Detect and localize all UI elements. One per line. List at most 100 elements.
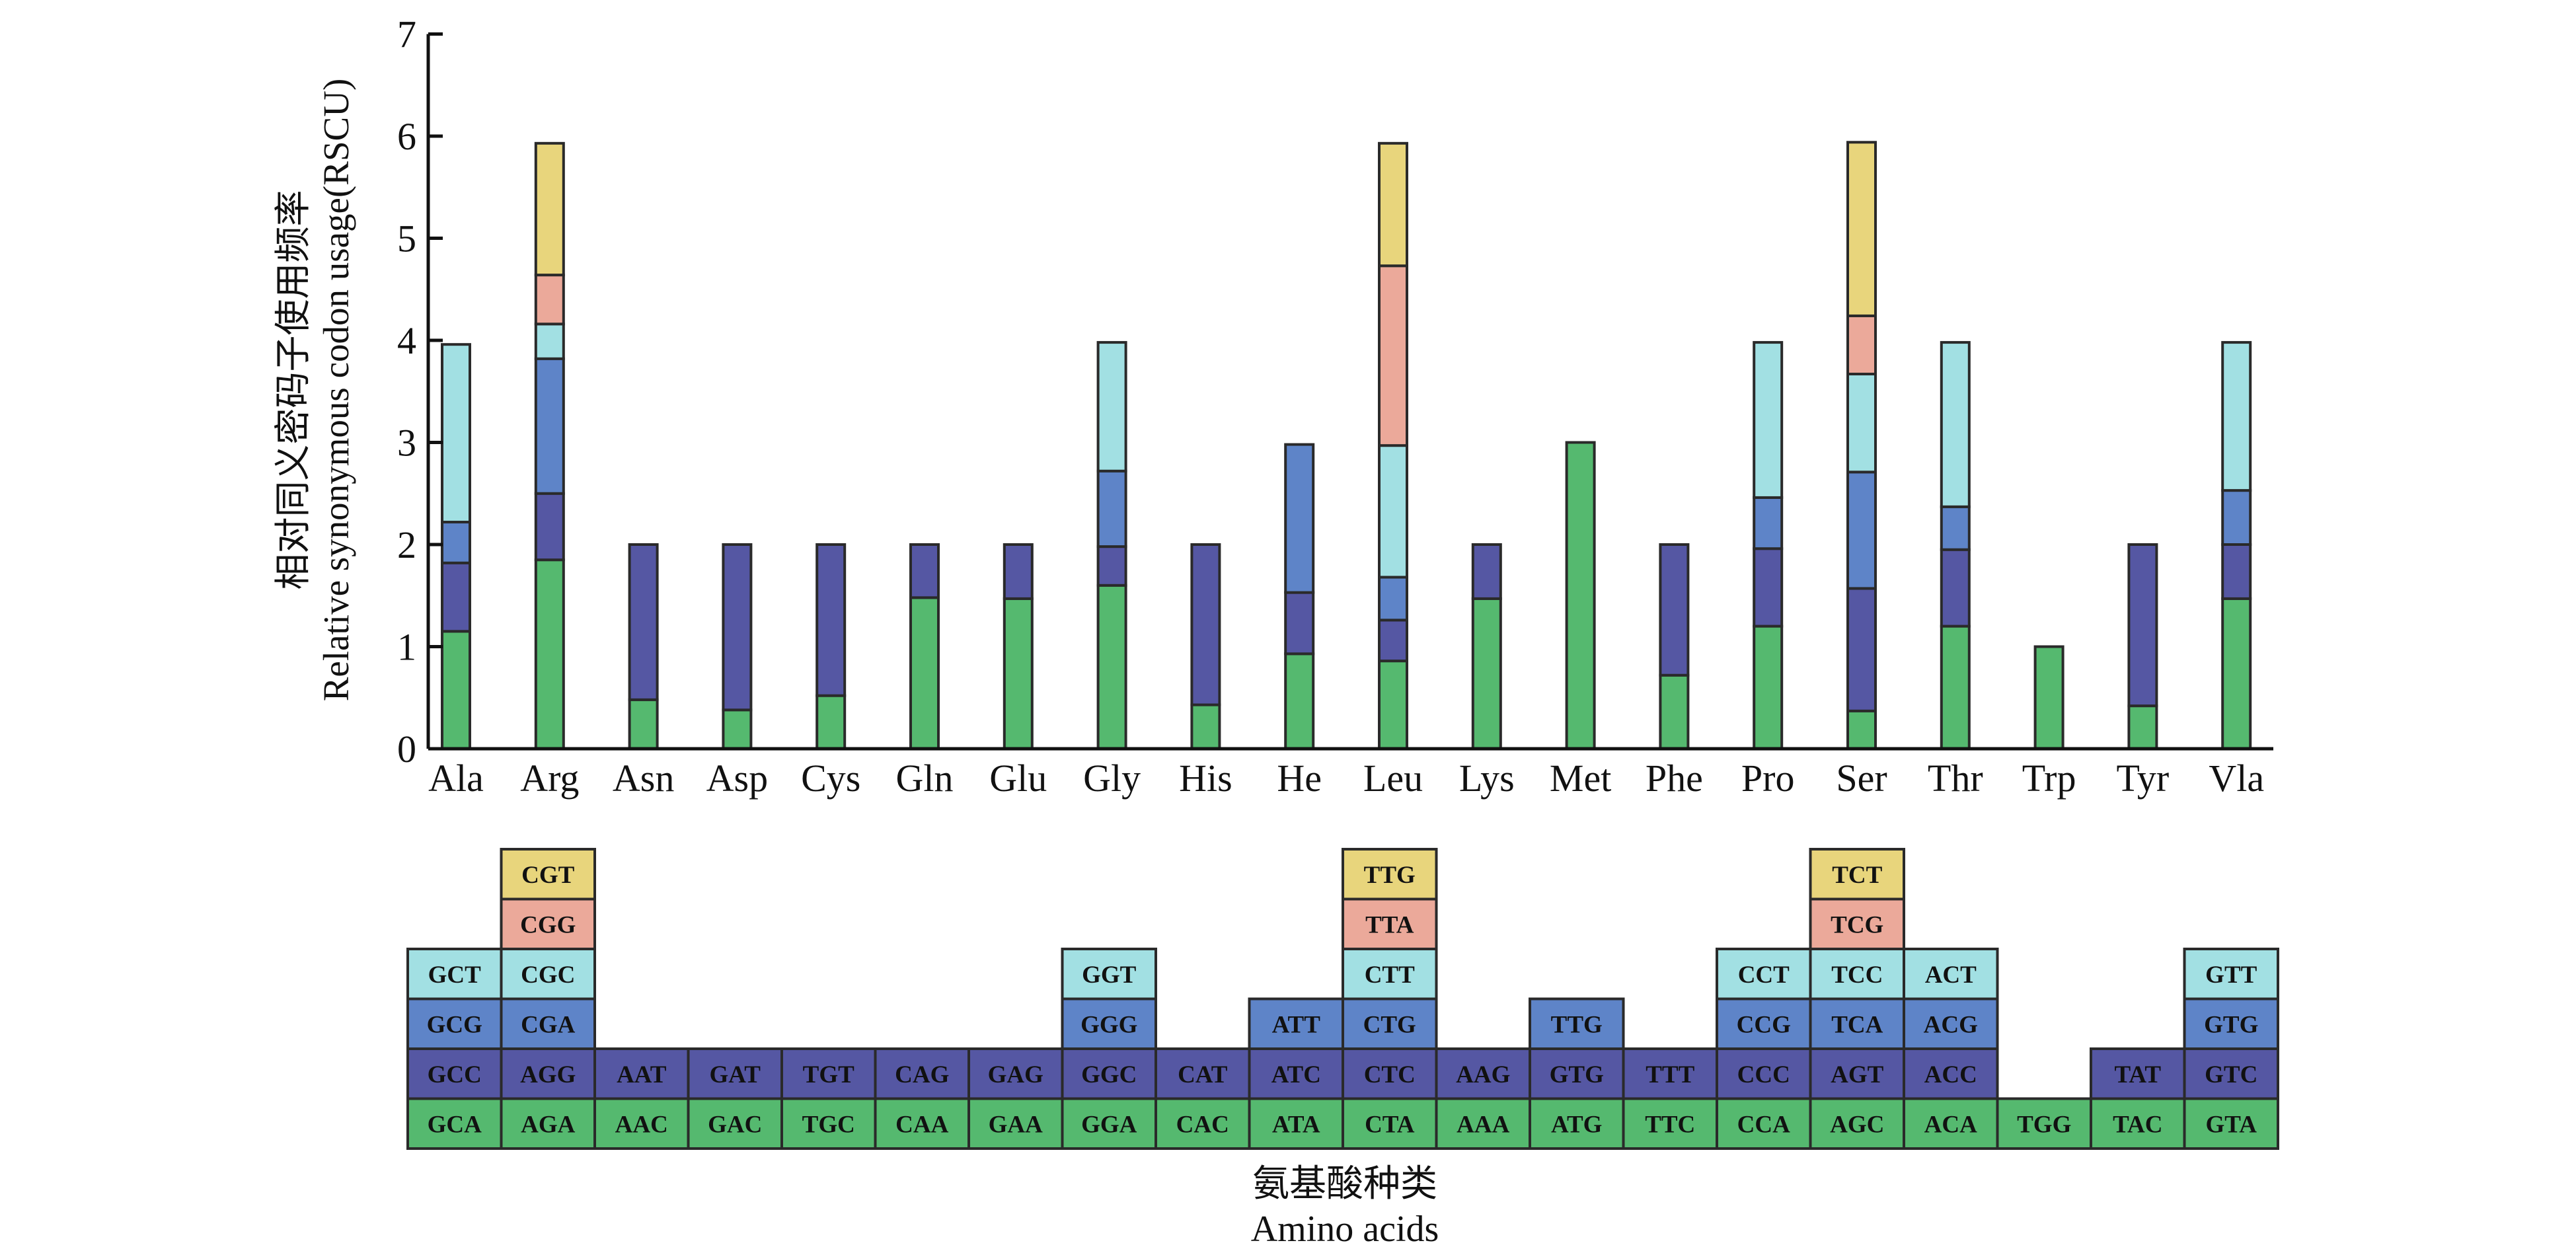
bar-segment [1003, 543, 1034, 600]
bar-segment [1753, 624, 1784, 750]
codon-label: CAC [1176, 1111, 1229, 1138]
codon-label: TCC [1831, 962, 1883, 989]
codon-cell [1435, 1047, 1531, 1100]
bar-segment [1846, 372, 1877, 474]
codon-label: GAG [988, 1061, 1043, 1088]
codon-cell [2183, 997, 2279, 1050]
codon-cell [500, 997, 596, 1050]
x-tick-label: Met [1550, 757, 1611, 800]
bar-segment [722, 543, 753, 712]
codon-cell [2183, 1047, 2279, 1100]
codon-cell [1061, 997, 1157, 1050]
chart-axes [426, 34, 2273, 751]
y-axis-title-chinese: 相对同义密码子使用频率 [273, 190, 313, 589]
codon-label: GGG [1080, 1011, 1137, 1038]
bar-segment [1846, 471, 1877, 590]
bar-segment [2221, 489, 2252, 546]
x-tick-label: Arg [520, 757, 579, 800]
codon-cell [780, 1047, 877, 1100]
y-tick-label: 2 [397, 523, 416, 566]
bar-segment [1659, 673, 1690, 751]
codon-cell [1155, 1047, 1251, 1100]
codon-label: CCC [1737, 1061, 1790, 1088]
codon-cell [500, 1047, 596, 1100]
bar-segment [722, 708, 753, 751]
codon-cell [1061, 948, 1157, 1001]
codon-cell [874, 1047, 970, 1100]
codon-label: GCA [428, 1111, 482, 1138]
bar-segment [534, 322, 565, 360]
codon-cell [1342, 997, 1438, 1050]
x-tick-label: Leu [1363, 757, 1423, 800]
codon-cell [500, 848, 596, 901]
codon-label: TCT [1832, 862, 1882, 889]
codon-label: GGT [1082, 962, 1137, 989]
bar-segment [909, 543, 940, 599]
x-axis-title-chinese: 氨基酸种类 [1252, 1164, 1437, 1205]
codon-label: CTC [1364, 1061, 1416, 1088]
codon-label: ACA [1924, 1111, 1977, 1138]
bar-segment [1378, 444, 1408, 579]
codon-label: AGA [521, 1111, 576, 1138]
codon-cell [593, 1097, 690, 1150]
bar-segment [1753, 341, 1784, 499]
y-tick-label: 3 [397, 422, 416, 465]
codon-label: GTC [2205, 1061, 2257, 1088]
bar-segment [815, 543, 847, 697]
codon-label: GGC [1081, 1061, 1137, 1088]
y-axis-title-english: Relative synonymous codon usage(RSCU) [316, 79, 356, 702]
bar-segment [2221, 597, 2252, 751]
bar-segment [1846, 709, 1877, 750]
bar-segment [1471, 543, 1502, 600]
bar-segment [909, 596, 940, 751]
x-tick-label: Asp [706, 757, 768, 800]
x-axis-title: 氨基酸种类 Amino acids [1251, 1164, 1439, 1249]
codon-label: ACT [1925, 962, 1977, 989]
codon-label: GTT [2205, 962, 2257, 989]
x-tick-label: Gln [896, 757, 954, 800]
bar-segment [1846, 314, 1877, 375]
x-tick-label: Ser [1836, 757, 1887, 800]
x-axis-tick-labels: Ala Arg Asn Asp Cys Gln Glu Gly His He Leu Lys Met Ph… [428, 757, 2264, 800]
codon-cell [1248, 1097, 1344, 1150]
codon-label: GGA [1081, 1111, 1137, 1138]
codon-cell [1622, 1047, 1718, 1100]
codon-label: CGA [521, 1011, 576, 1038]
codon-label: ACG [1924, 1011, 1978, 1038]
codon-label: TTG [1551, 1011, 1603, 1038]
bar-segment [1096, 545, 1127, 587]
bar-segment [2221, 543, 2252, 600]
y-tick-label: 0 [397, 728, 416, 771]
codon-label: TGG [2017, 1111, 2071, 1138]
codon-cell [1342, 897, 1438, 950]
bar-segment [1378, 141, 1408, 268]
codon-cell [687, 1047, 783, 1100]
x-tick-label: Ala [428, 757, 484, 800]
bar-segment [1753, 547, 1784, 628]
codon-label: GAA [989, 1111, 1043, 1138]
codon-label: CGT [521, 862, 575, 889]
codon-label: CGC [521, 962, 575, 989]
y-tick-label: 4 [397, 319, 416, 362]
codon-cell [1529, 997, 1625, 1050]
bar-segment [1659, 543, 1690, 677]
codon-label: TGT [803, 1061, 854, 1088]
bar-segment [534, 357, 565, 495]
x-tick-label: Tyr [2117, 757, 2170, 800]
codon-label: CCT [1738, 962, 1790, 989]
x-tick-label: Vla [2209, 757, 2264, 800]
codon-label: AAA [1457, 1111, 1509, 1138]
bar-segment [1096, 584, 1127, 750]
bar-segment [534, 558, 565, 750]
x-tick-label: He [1277, 757, 1322, 800]
codon-cell [1809, 897, 1905, 950]
bar-segment [441, 561, 471, 633]
bar-segment [534, 141, 565, 277]
codon-label: AGG [520, 1061, 576, 1088]
bar-segment [1846, 141, 1877, 317]
codon-label: CTT [1365, 962, 1415, 989]
y-tick-label: 7 [397, 13, 416, 56]
bar-segment [1284, 591, 1315, 656]
codon-cell [1529, 1047, 1625, 1100]
bar-segment [1378, 264, 1408, 447]
